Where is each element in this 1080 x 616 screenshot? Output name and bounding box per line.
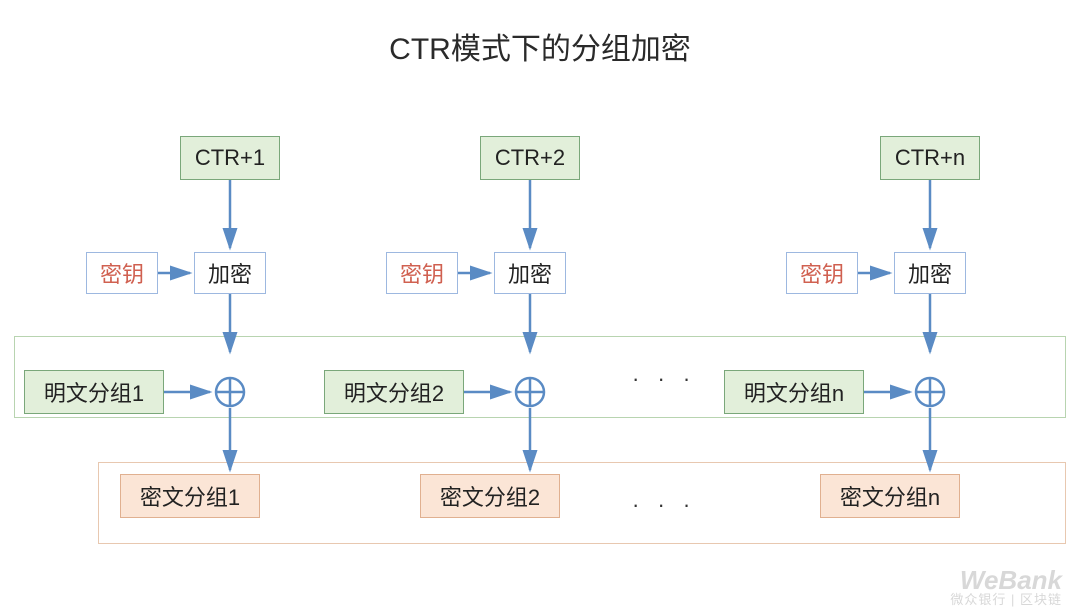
key-box-1: 密钥 <box>86 252 158 294</box>
encrypt-box-2: 加密 <box>494 252 566 294</box>
ciphertext-box-n: 密文分组n <box>820 474 960 518</box>
key-box-n: 密钥 <box>786 252 858 294</box>
encrypt-box-1: 加密 <box>194 252 266 294</box>
ctr-box-2: CTR+2 <box>480 136 580 180</box>
ciphertext-box-1: 密文分组1 <box>120 474 260 518</box>
xor-icon-n <box>914 376 946 408</box>
watermark: WeBank 微众银行 | 区块链 <box>950 567 1062 606</box>
plaintext-box-1: 明文分组1 <box>24 370 164 414</box>
plaintext-box-2: 明文分组2 <box>324 370 464 414</box>
xor-icon-1 <box>214 376 246 408</box>
watermark-main: WeBank <box>950 567 1062 593</box>
watermark-sub: 微众银行 | 区块链 <box>950 593 1062 606</box>
key-box-2: 密钥 <box>386 252 458 294</box>
ellipsis-1: · · · <box>632 366 696 392</box>
ellipsis-2: · · · <box>632 492 696 518</box>
ciphertext-box-2: 密文分组2 <box>420 474 560 518</box>
encrypt-box-n: 加密 <box>894 252 966 294</box>
diagram-title: CTR模式下的分组加密 <box>0 24 1080 68</box>
ctr-box-1: CTR+1 <box>180 136 280 180</box>
ctr-box-n: CTR+n <box>880 136 980 180</box>
plaintext-box-n: 明文分组n <box>724 370 864 414</box>
xor-icon-2 <box>514 376 546 408</box>
